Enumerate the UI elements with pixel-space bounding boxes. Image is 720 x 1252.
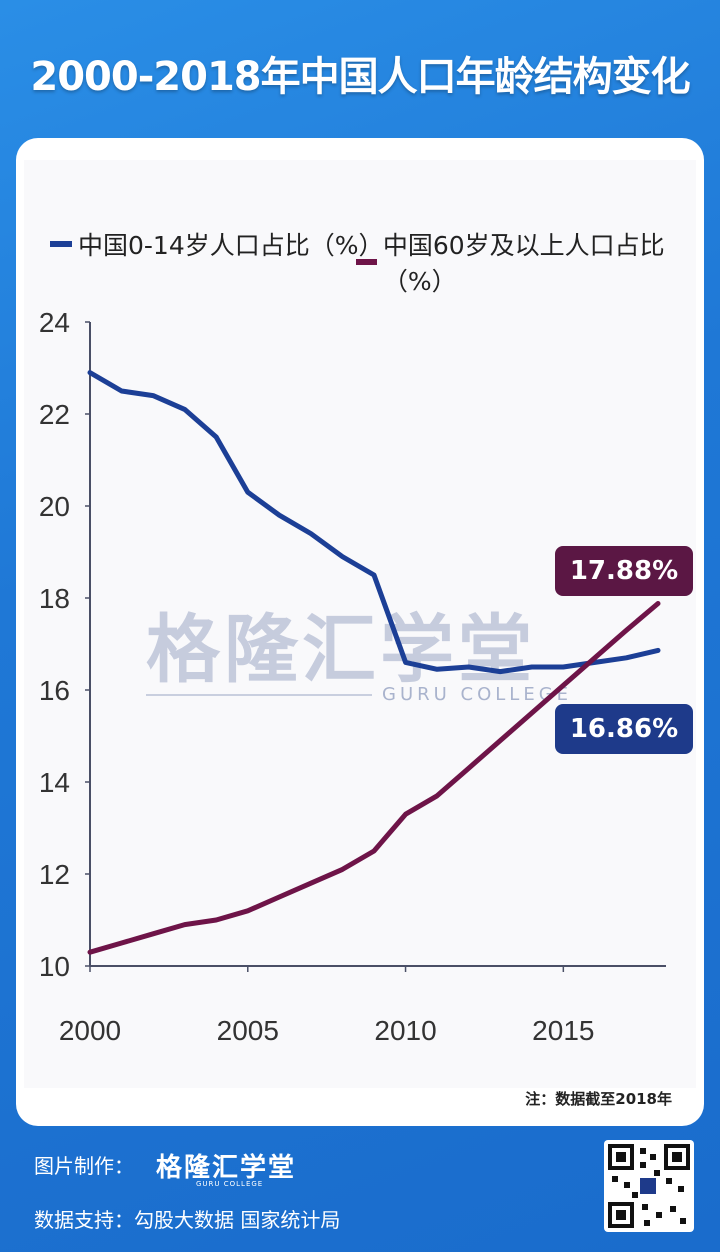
y-tick-label: 20 — [39, 491, 70, 522]
y-tick-label: 16 — [39, 675, 70, 706]
legend-label-youth: 中国0-14岁人口占比（%） — [78, 231, 384, 260]
x-tick-label: 2015 — [532, 1015, 594, 1046]
legend-item-youth: 中国0-14岁人口占比（%） — [50, 226, 384, 262]
footer-made-by-label: 图片制作： — [34, 1154, 134, 1178]
footer-brand-subtitle: GURU COLLEGE — [196, 1180, 264, 1188]
footer-brand-logo: 格隆汇学堂 — [156, 1153, 297, 1183]
footer-data-support: 数据支持：勾股大数据 国家统计局 — [34, 1208, 341, 1232]
chart-panel — [24, 160, 696, 1088]
watermark-logo: 格隆汇学堂 — [146, 607, 536, 693]
y-tick-label: 12 — [39, 859, 70, 890]
badge-elderly-value: 17.88% — [555, 546, 693, 596]
badge-youth-value: 16.86% — [555, 704, 693, 754]
page-title: 2000-2018年中国人口年龄结构变化 — [30, 54, 690, 100]
legend-label-elderly: 中国60岁及以上人口占比（%） — [382, 231, 665, 296]
y-tick-label: 10 — [39, 951, 70, 982]
x-tick-label: 2005 — [217, 1015, 279, 1046]
data-note: 注：数据截至2018年 — [525, 1090, 672, 1108]
legend-swatch-youth — [50, 241, 72, 247]
legend-swatch-elderly — [356, 259, 377, 265]
series-line-youth — [87, 370, 661, 675]
qr-code[interactable] — [604, 1140, 694, 1232]
watermark-subtitle: GURU COLLEGE — [382, 684, 573, 705]
legend-item-elderly: 中国60岁及以上人口占比（%） — [356, 226, 720, 298]
y-tick-label: 18 — [39, 583, 70, 614]
series-line-elderly — [87, 601, 661, 955]
x-tick-label: 2010 — [374, 1015, 436, 1046]
watermark-rule — [146, 694, 372, 696]
y-tick-label: 14 — [39, 767, 70, 798]
qr-code-icon — [608, 1144, 690, 1228]
y-tick-label: 22 — [39, 399, 70, 430]
x-tick-label: 2000 — [59, 1015, 121, 1046]
y-tick-label: 24 — [39, 307, 70, 338]
